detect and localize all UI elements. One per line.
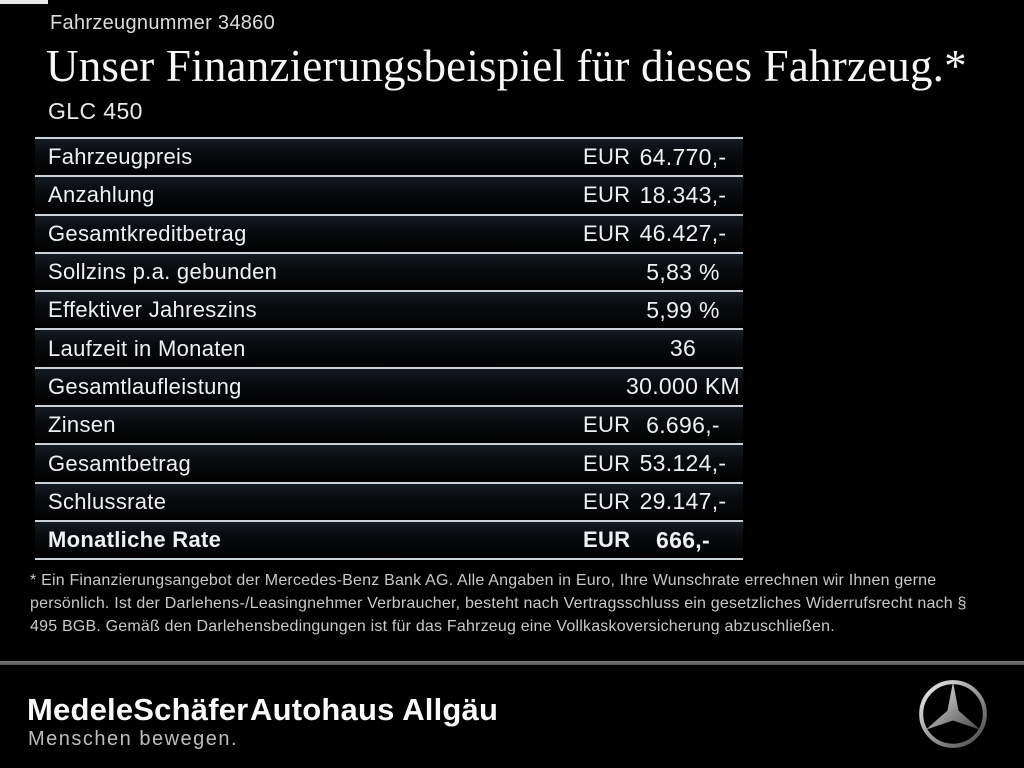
row-label: Anzahlung bbox=[48, 182, 155, 208]
row-label: Laufzeit in Monaten bbox=[48, 335, 246, 361]
row-label: Monatliche Rate bbox=[48, 527, 222, 553]
row-currency: EUR bbox=[583, 412, 631, 438]
row-value: 46.427,- bbox=[639, 220, 727, 247]
table-row: Gesamtkreditbetrag EUR 46.427,- bbox=[35, 213, 743, 252]
page-title: Unser Finanzierungsbeispiel für dieses F… bbox=[46, 41, 967, 91]
table-row: Laufzeit in Monaten 36 bbox=[35, 328, 743, 367]
row-label: Gesamtlaufleistung bbox=[48, 373, 242, 399]
row-label: Schlussrate bbox=[48, 488, 167, 514]
table-row: Gesamtbetrag EUR 53.124,- bbox=[35, 443, 743, 482]
row-value: 5,83 % bbox=[646, 258, 720, 285]
row-value: 30.000 KM bbox=[626, 373, 740, 400]
table-row: Fahrzeugpreis EUR 64.770,- bbox=[35, 137, 743, 176]
row-label: Sollzins p.a. gebunden bbox=[48, 259, 278, 285]
row-currency: EUR bbox=[583, 450, 631, 476]
mercedes-star-icon bbox=[916, 677, 990, 751]
dealer-logo-medele-schaefer: MedeleSchäfer bbox=[27, 692, 249, 727]
dealer-tagline: Menschen bewegen. bbox=[28, 728, 239, 750]
row-value: 666,- bbox=[656, 526, 710, 553]
row-label: Effektiver Jahreszins bbox=[48, 297, 257, 323]
row-value: 36 bbox=[669, 335, 697, 362]
row-value: 64.770,- bbox=[639, 143, 727, 170]
vehicle-model: GLC 450 bbox=[48, 98, 143, 124]
table-row: Gesamtlaufleistung 30.000 KM bbox=[35, 366, 743, 406]
dealer-logo-autohaus-allgaeu: Autohaus Allgäu bbox=[250, 692, 499, 727]
row-currency: EUR bbox=[583, 182, 631, 208]
row-currency: EUR bbox=[583, 488, 631, 514]
row-value: 29.147,- bbox=[639, 488, 727, 515]
row-label: Fahrzeugpreis bbox=[48, 144, 193, 170]
row-value: 5,99 % bbox=[646, 296, 720, 323]
table-row: Zinsen EUR 6.696,- bbox=[35, 405, 743, 444]
financing-table: Fahrzeugpreis EUR 64.770,- Anzahlung EUR… bbox=[35, 137, 743, 561]
row-label: Gesamtbetrag bbox=[48, 450, 192, 476]
row-label: Zinsen bbox=[48, 412, 116, 438]
row-label: Gesamtkreditbetrag bbox=[48, 220, 247, 246]
row-value: 18.343,- bbox=[639, 181, 727, 208]
legal-footnote: * Ein Finanzierungsangebot der Mercedes-… bbox=[30, 572, 967, 635]
table-row: Effektiver Jahreszins 5,99 % bbox=[35, 290, 743, 329]
vehicle-number: Fahrzeugnummer 34860 bbox=[50, 12, 276, 34]
footer-divider bbox=[0, 661, 1024, 665]
row-currency: EUR bbox=[583, 220, 631, 246]
row-value: 6.696,- bbox=[646, 411, 720, 438]
table-row: Anzahlung EUR 18.343,- bbox=[35, 175, 743, 214]
row-currency: EUR bbox=[583, 144, 631, 170]
table-row: Monatliche Rate EUR 666,- bbox=[35, 519, 743, 559]
table-row: Schlussrate EUR 29.147,- bbox=[35, 481, 743, 520]
row-value: 53.124,- bbox=[639, 450, 727, 477]
row-currency: EUR bbox=[583, 527, 631, 553]
top-left-dash bbox=[0, 0, 48, 4]
table-row: Sollzins p.a. gebunden 5,83 % bbox=[35, 251, 743, 291]
